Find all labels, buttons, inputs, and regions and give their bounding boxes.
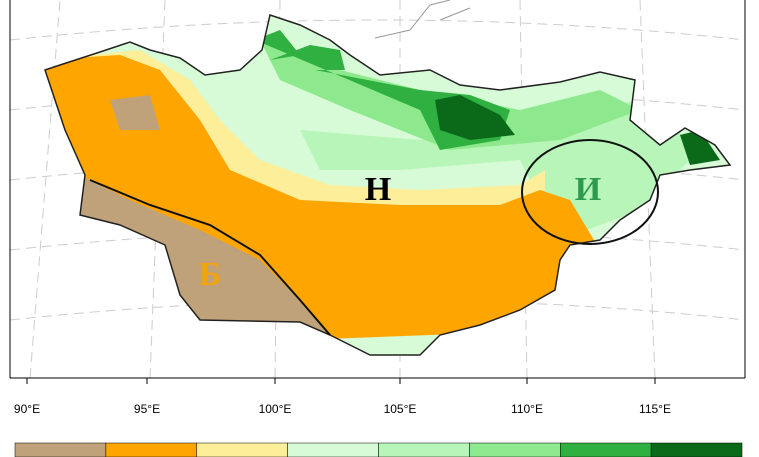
- country-outline: [44, 14, 732, 356]
- lon-label: 115°E: [639, 402, 671, 416]
- zone-fill: [680, 130, 720, 165]
- zone-fill: [260, 40, 640, 150]
- region-label: Н: [365, 171, 391, 208]
- lon-label: 90°E: [14, 402, 40, 416]
- zone-fill: [80, 175, 330, 335]
- legend-swatch: [650, 442, 743, 457]
- region-label: И: [575, 171, 601, 208]
- border-line: [374, 0, 471, 39]
- legend-swatch: [378, 442, 470, 457]
- zone-fill: [435, 95, 515, 140]
- region-label: Б: [199, 256, 221, 293]
- legend-swatch: [287, 442, 379, 457]
- zone-boundary: [89, 179, 331, 336]
- lon-label: 95°E: [134, 402, 160, 416]
- legend-swatch: [560, 442, 652, 457]
- zone-fill: [300, 100, 700, 240]
- zone-boundary: [521, 139, 659, 245]
- legend-swatch: [469, 442, 561, 457]
- zone-fill: [110, 95, 160, 130]
- lon-label: 110°E: [511, 402, 543, 416]
- legend-swatch: [196, 442, 288, 457]
- legend-swatch: [14, 442, 107, 457]
- axes-frame: [9, 0, 746, 379]
- lon-label: 105°E: [384, 402, 417, 416]
- lon-label: 100°E: [259, 402, 292, 416]
- legend-swatch: [105, 442, 197, 457]
